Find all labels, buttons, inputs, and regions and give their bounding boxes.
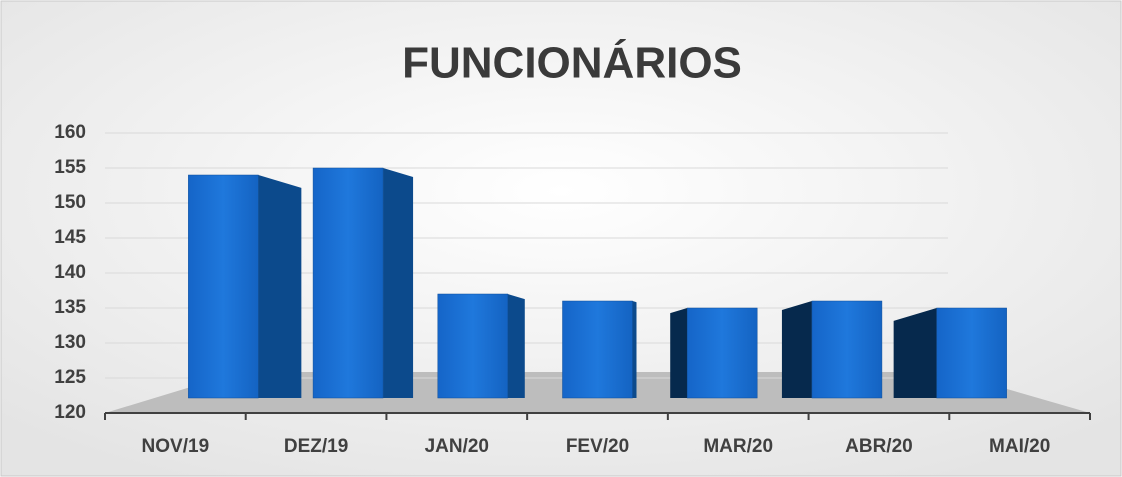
bar-side bbox=[893, 308, 937, 398]
y-tick-label: 150 bbox=[54, 192, 86, 213]
y-tick-label: 155 bbox=[54, 157, 86, 178]
x-tick-label: MAI/20 bbox=[989, 436, 1050, 457]
y-tick-label: 130 bbox=[54, 332, 86, 353]
y-tick-label: 160 bbox=[54, 122, 86, 143]
y-tick-label: 140 bbox=[54, 262, 86, 283]
y-tick-label: 145 bbox=[54, 227, 86, 248]
bar bbox=[562, 300, 633, 399]
bar-side bbox=[632, 301, 637, 398]
y-tick-label: 135 bbox=[54, 297, 86, 318]
bar bbox=[686, 307, 758, 399]
bar-side bbox=[781, 301, 812, 398]
x-tick-label: JAN/20 bbox=[425, 436, 489, 457]
bar-side bbox=[670, 308, 688, 398]
bar-side bbox=[258, 175, 302, 398]
bar-side bbox=[383, 168, 414, 398]
x-tick-label: DEZ/19 bbox=[284, 436, 348, 457]
y-tick-label: 120 bbox=[54, 402, 86, 423]
x-tick-label: NOV/19 bbox=[142, 436, 210, 457]
bar bbox=[188, 174, 259, 399]
bar-side bbox=[507, 294, 525, 398]
bar bbox=[437, 293, 509, 399]
chart-title: FUNCIONÁRIOS bbox=[402, 38, 742, 88]
x-tick-label: FEV/20 bbox=[566, 436, 629, 457]
bar bbox=[936, 307, 1007, 399]
y-tick-label: 125 bbox=[54, 367, 86, 388]
x-tick-label: MAR/20 bbox=[703, 436, 773, 457]
bar bbox=[811, 300, 883, 399]
bar bbox=[312, 167, 384, 399]
x-tick-label: ABR/20 bbox=[845, 436, 913, 457]
